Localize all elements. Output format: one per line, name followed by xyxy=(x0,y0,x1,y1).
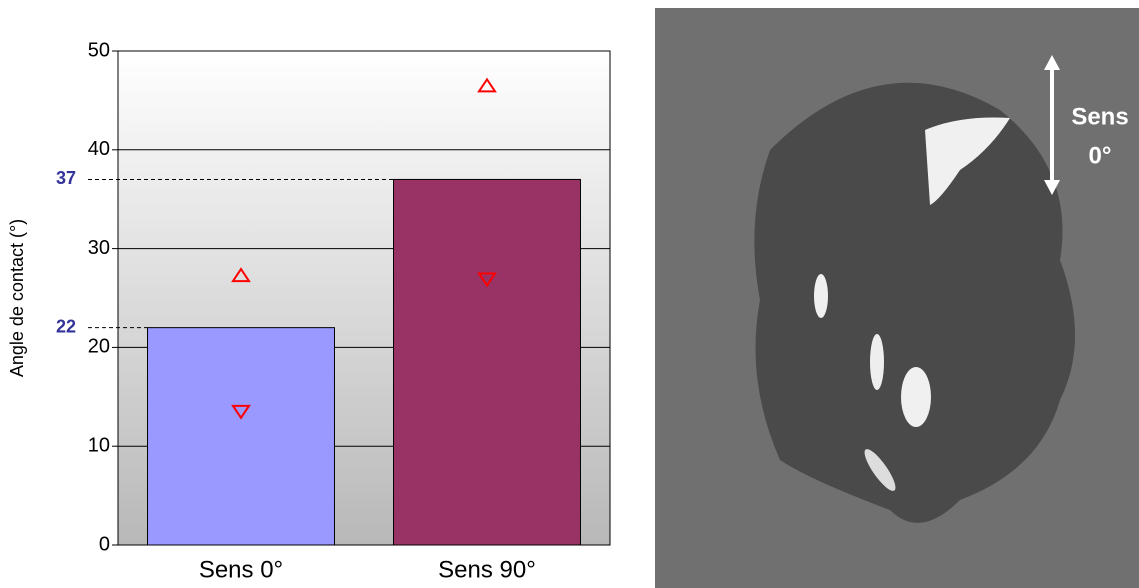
reflection xyxy=(814,274,828,318)
reflection xyxy=(870,334,884,390)
reflection xyxy=(925,117,1010,205)
x-tick-label: Sens 90° xyxy=(438,556,536,583)
bar xyxy=(393,178,581,546)
min-marker xyxy=(477,272,497,288)
x-tick-label: Sens 0° xyxy=(199,556,283,583)
y-tick-label: 40 xyxy=(88,138,110,160)
min-marker xyxy=(231,404,251,420)
plot-border xyxy=(117,50,611,546)
droplet xyxy=(754,82,1075,523)
y-tick-label: 0 xyxy=(99,533,110,555)
reflection xyxy=(901,367,931,427)
reflection xyxy=(864,449,896,491)
bar xyxy=(147,327,335,546)
photo-caption: Sens xyxy=(1071,103,1128,130)
value-label: 37 xyxy=(56,168,76,188)
value-label: 22 xyxy=(56,316,76,336)
y-tick-label: 20 xyxy=(88,336,110,358)
y-axis-label: Angle de contact (°) xyxy=(7,219,27,377)
y-tick-label: 50 xyxy=(88,39,110,61)
arrow-heads xyxy=(1044,55,1060,195)
photo: Sens 0° xyxy=(655,8,1139,588)
y-tick-label: 10 xyxy=(88,434,110,456)
y-tick-label: 30 xyxy=(88,237,110,259)
photo-caption: 0° xyxy=(1089,142,1112,169)
max-marker xyxy=(477,77,497,93)
max-marker xyxy=(231,267,251,283)
